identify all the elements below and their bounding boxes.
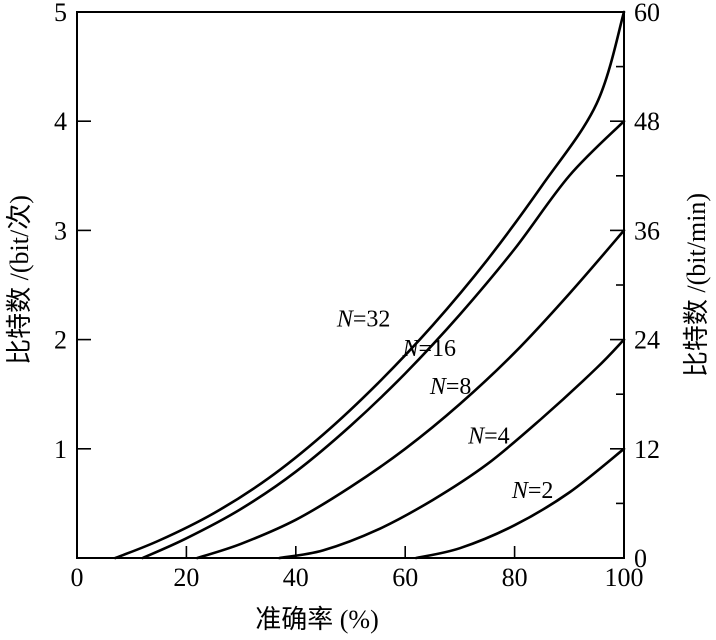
right-y-tick-label: 60 <box>634 0 660 27</box>
x-tick-label: 0 <box>71 563 84 592</box>
y-tick-label: 4 <box>54 107 67 136</box>
right-y-tick-label: 48 <box>634 107 660 136</box>
x-tick-label: 20 <box>173 563 199 592</box>
y-tick-label: 3 <box>54 216 67 245</box>
x-tick-label: 40 <box>283 563 309 592</box>
right-y-tick-label: 0 <box>634 544 647 573</box>
axes <box>76 11 625 559</box>
series-label-N=8: N=8 <box>429 374 472 400</box>
y-axis-title: 比特数 /(bit/次) <box>5 195 34 365</box>
series-line-N=2 <box>414 447 626 560</box>
y-tick-label: 1 <box>54 435 67 464</box>
x-axis-title: 准确率 (%) <box>255 605 378 634</box>
series-line-N=32 <box>114 10 626 560</box>
ticks <box>77 11 624 558</box>
series-label-N=4: N=4 <box>467 423 510 449</box>
series-labels: N=32 N=16 N=8 N=4 N=2 <box>336 306 554 503</box>
series-line-N=4 <box>278 338 626 560</box>
right-y-tick-label: 36 <box>634 216 660 245</box>
right-y-tick-label: 24 <box>634 326 660 355</box>
series-label-N=2: N=2 <box>511 478 554 504</box>
series-curves <box>114 10 626 560</box>
right-y-tick-label: 12 <box>634 435 660 464</box>
y-tick-label: 2 <box>54 326 67 355</box>
x-tick-label: 100 <box>605 563 644 592</box>
y-tick-label: 5 <box>54 0 67 27</box>
right-y-axis-title: 比特数 /(bit/min) <box>682 193 711 377</box>
plot-frame <box>76 11 625 559</box>
x-tick-label: 80 <box>502 563 528 592</box>
series-label-N=16: N=16 <box>401 336 456 362</box>
series-line-N=16 <box>141 119 626 560</box>
x-tick-label: 60 <box>392 563 418 592</box>
series-label-N=32: N=32 <box>336 306 391 332</box>
series-line-N=8 <box>196 229 626 560</box>
